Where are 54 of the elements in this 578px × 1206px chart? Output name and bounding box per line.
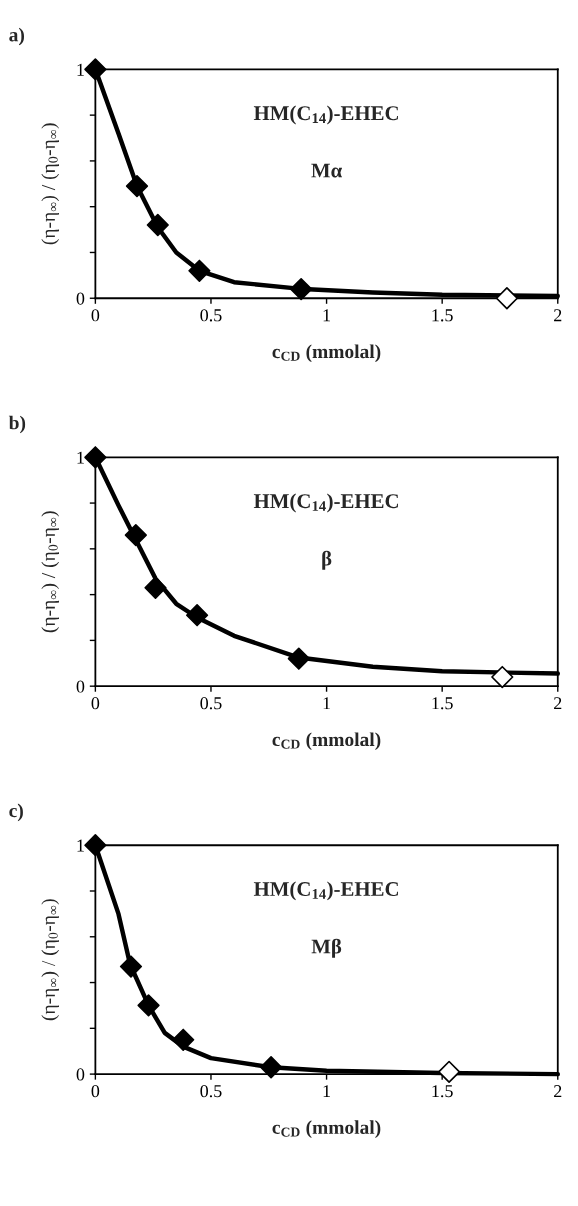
point [124,523,147,547]
y-axis-title: (η-η$_{∞}$) / (η$_{0}$-η$_{∞}$) [41,511,59,633]
x-tick-label: 1.5 [432,309,453,322]
x-tick-label: 0.5 [200,309,222,322]
point [146,213,169,237]
y-tick-label: 0 [76,1068,85,1081]
x-tick-label: 0 [91,309,100,322]
point [491,665,514,689]
point [437,1060,461,1083]
chart-title: b) [8,415,26,434]
point [125,174,149,198]
chart-title: c) [9,803,23,822]
point [84,58,107,81]
x-tick-label: 0 [91,697,100,710]
x-tick-label: 1 [323,697,330,710]
annotation: Mβ [311,938,342,958]
annotation: HM(C$_{14}$)-EHEC [253,493,398,513]
point [119,955,143,978]
annotation: β [322,550,332,570]
y-tick-label: 0 [76,680,85,693]
annotation: HM(C$_{14}$)-EHEC [253,881,398,901]
point [259,1056,283,1079]
x-tick-label: 2 [554,697,562,710]
y-tick-label: 1 [77,451,84,464]
x-tick-label: 2 [554,1085,562,1098]
x-tick-label: 1.5 [432,697,453,710]
point [144,576,167,599]
point [84,446,107,469]
point [287,647,310,670]
chart-title: a) [9,27,25,46]
y-tick-label: 1 [77,63,84,76]
y-tick-label: 1 [77,839,84,852]
y-axis-title: (η-η$_{∞}$) / (η$_{0}$-η$_{∞}$) [41,899,59,1021]
x-axis-title: c$_{CD}$ (mmolal) [272,732,381,751]
x-tick-label: 1 [323,1085,330,1098]
x-tick-label: 1 [323,309,330,322]
x-tick-label: 2 [554,309,562,322]
annotation: Mα [311,163,342,178]
point [185,604,209,627]
x-tick-label: 1.5 [432,1085,453,1098]
point [495,287,519,310]
y-axis-title: (η-η$_{∞}$) / (η$_{0}$-η$_{∞}$) [41,123,59,245]
x-tick-label: 0.5 [200,697,222,710]
point [290,277,313,301]
x-axis-title: c$_{CD}$ (mmolal) [272,344,381,363]
x-tick-label: 0.5 [200,1085,222,1098]
x-tick-label: 0 [91,1085,100,1098]
point [84,834,107,857]
x-axis-title: c$_{CD}$ (mmolal) [272,1120,381,1138]
point [188,259,211,282]
point [172,1028,195,1051]
y-tick-label: 0 [76,292,85,305]
point [137,994,160,1017]
annotation: HM(C$_{14}$)-EHEC [253,105,398,125]
